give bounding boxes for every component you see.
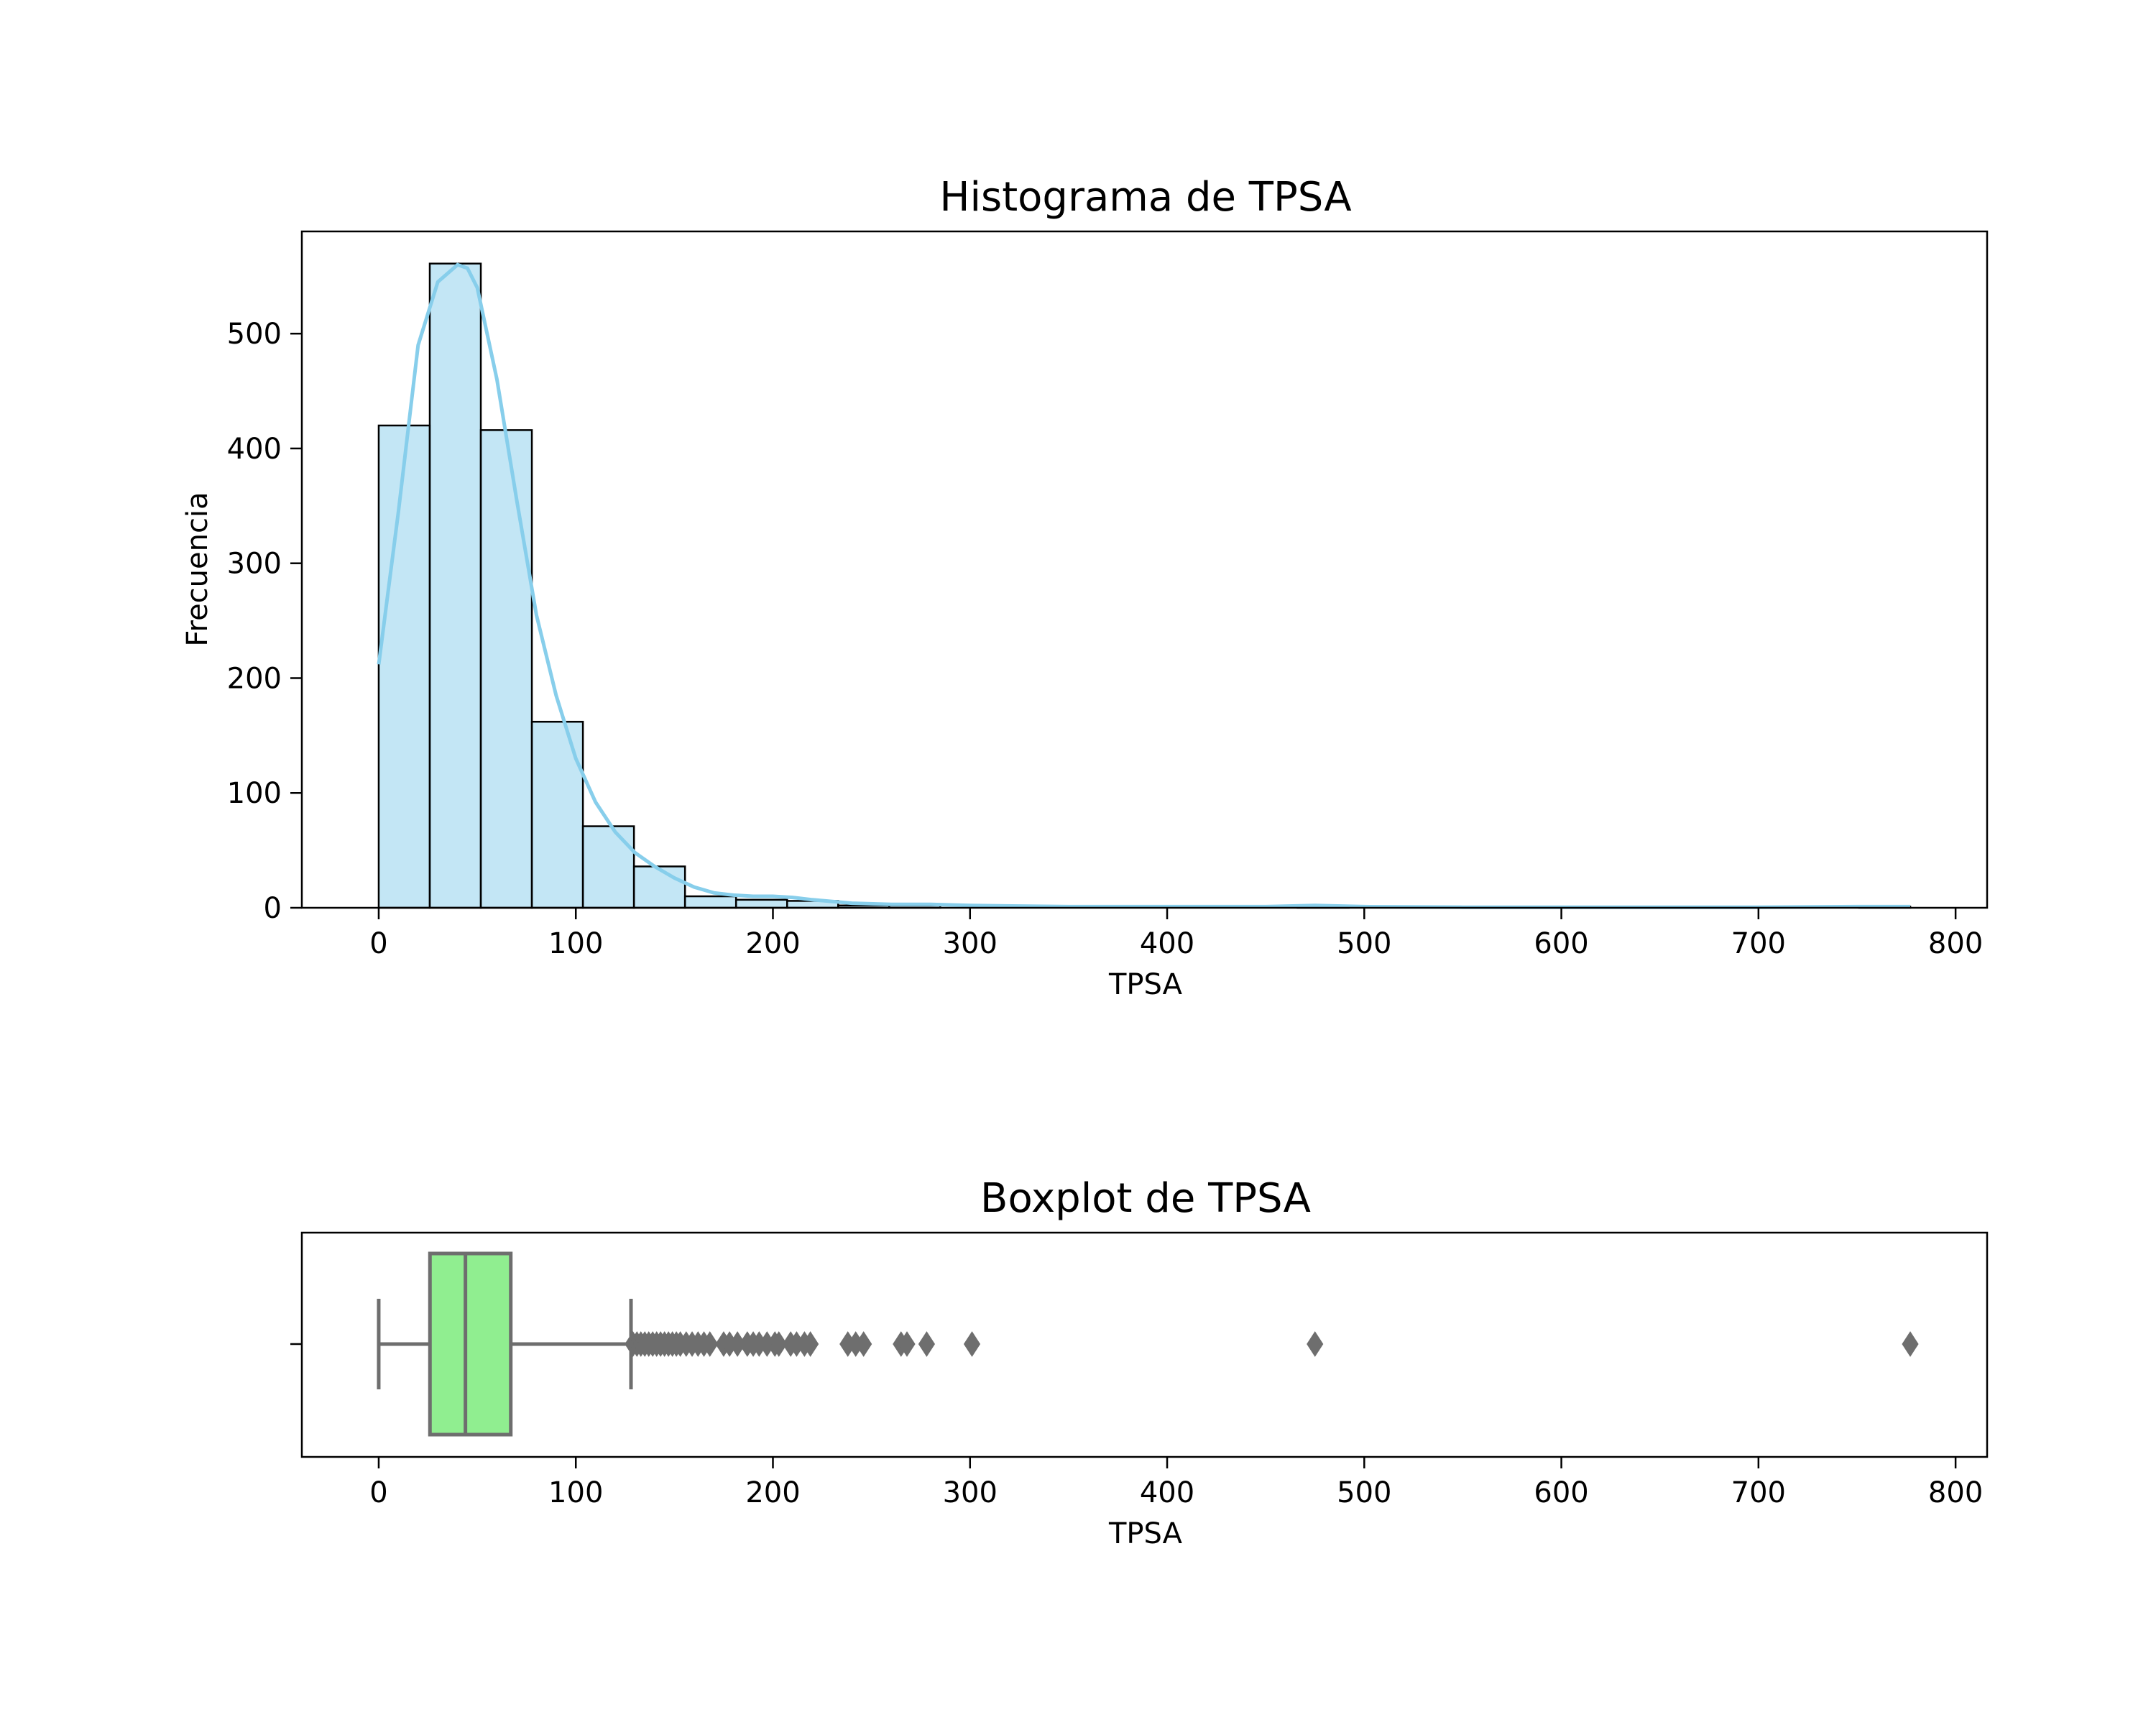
y-tick-label: 100 <box>227 777 282 810</box>
boxplot-x-axis: 0 100 200 300 400 500 600 700 800 <box>369 1457 1983 1509</box>
boxplot-x-label: TPSA <box>1108 1517 1183 1550</box>
histogram-title: Histograma de TPSA <box>939 174 1351 221</box>
histogram-plot: Histograma de TPSA 0 100 200 300 400 500 600 70… <box>181 174 1989 1001</box>
x-tick-label: 700 <box>1731 1476 1786 1509</box>
boxplot-elements <box>377 1251 1919 1437</box>
x-tick-label: 400 <box>1140 927 1194 960</box>
x-tick-label: 100 <box>548 1476 603 1509</box>
histogram-frame <box>300 230 1989 909</box>
x-tick-label: 500 <box>1337 927 1391 960</box>
boxplot-box <box>428 1251 513 1437</box>
kde-line <box>377 262 1910 909</box>
x-tick-label: 200 <box>745 927 800 960</box>
y-tick-label: 500 <box>227 318 282 351</box>
x-tick-label: 0 <box>369 1476 387 1509</box>
x-tick-label: 100 <box>548 927 603 960</box>
histogram-bars <box>377 262 1912 909</box>
y-tick-label: 0 <box>264 892 282 925</box>
boxplot-outlier <box>770 1331 788 1357</box>
x-tick-label: 500 <box>1337 1476 1391 1509</box>
x-tick-label: 200 <box>745 1476 800 1509</box>
y-tick-label: 200 <box>227 662 282 695</box>
histogram-bar <box>479 429 533 909</box>
y-tick-label: 300 <box>227 548 282 581</box>
boxplot-outlier <box>963 1331 981 1357</box>
x-tick-label: 400 <box>1140 1476 1194 1509</box>
boxplot-outlier <box>701 1331 719 1357</box>
boxplot-outlier <box>1902 1331 1919 1357</box>
histogram-x-label: TPSA <box>1108 968 1183 1001</box>
x-tick-label: 600 <box>1534 1476 1588 1509</box>
y-tick-label: 400 <box>227 433 282 466</box>
histogram-bar <box>377 424 431 909</box>
boxplot-plot: Boxplot de TPSA 0 100 200 300 400 500 600 700 80… <box>290 1175 1989 1550</box>
histogram-bar <box>530 720 584 909</box>
x-tick-label: 800 <box>1928 927 1983 960</box>
histogram-bar <box>428 262 482 909</box>
boxplot-outlier <box>802 1331 819 1357</box>
histogram-y-axis: 0 100 200 300 400 500 <box>227 318 302 925</box>
histogram-y-label: Frecuencia <box>181 492 214 646</box>
boxplot-outlier <box>855 1331 872 1357</box>
boxplot-outlier <box>1307 1331 1324 1357</box>
x-tick-label: 300 <box>943 1476 998 1509</box>
histogram-bar <box>683 895 737 909</box>
x-tick-label: 600 <box>1534 927 1588 960</box>
boxplot-title: Boxplot de TPSA <box>980 1175 1311 1222</box>
x-tick-label: 0 <box>369 927 387 960</box>
histogram-bar <box>734 898 788 909</box>
x-tick-label: 300 <box>943 927 998 960</box>
histogram-x-axis: 0 100 200 300 400 500 600 700 800 <box>369 908 1983 960</box>
x-tick-label: 700 <box>1731 927 1786 960</box>
boxplot-outlier <box>918 1331 936 1357</box>
x-tick-label: 800 <box>1928 1476 1983 1509</box>
histogram-bar <box>581 825 635 909</box>
boxplot-frame <box>300 1231 1989 1458</box>
histogram-bar <box>632 865 686 909</box>
boxplot-outlier <box>898 1331 916 1357</box>
